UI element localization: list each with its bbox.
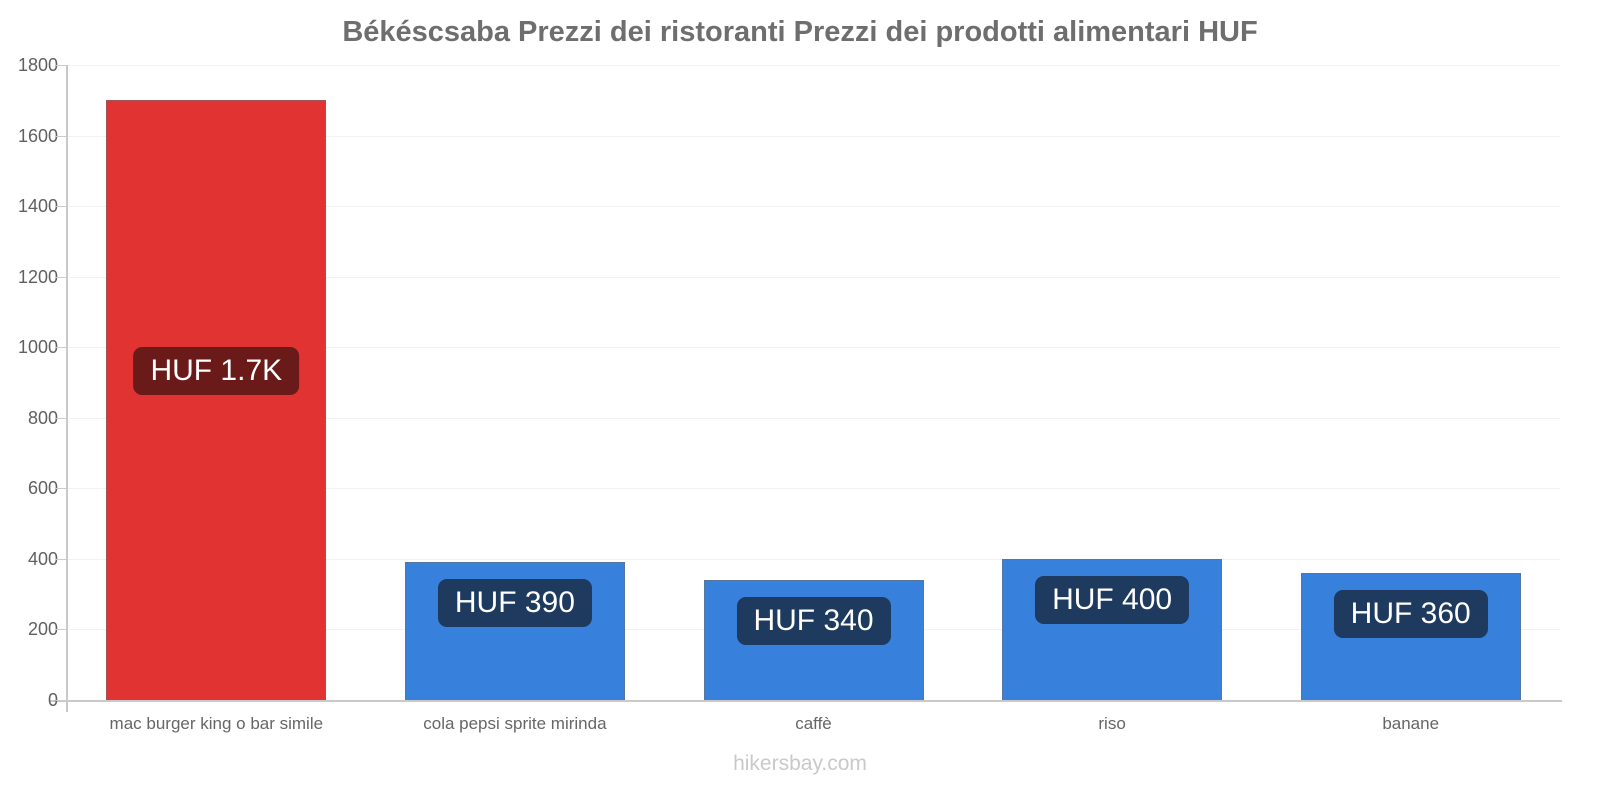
bar: HUF 360 [1300, 573, 1521, 700]
gridline [67, 347, 1560, 349]
bar-value-badge: HUF 400 [1035, 575, 1190, 624]
gridline [67, 417, 1560, 419]
gridline [67, 65, 1560, 66]
bar-value-badge: HUF 1.7K [133, 347, 300, 396]
y-tick-mark [56, 488, 66, 490]
page-title: Békéscsaba Prezzi dei ristoranti Prezzi … [342, 16, 1258, 48]
y-axis-line [66, 65, 68, 712]
y-tick-mark [56, 206, 66, 208]
y-tick-label: 200 [27, 619, 58, 640]
bar-value-badge: HUF 340 [736, 597, 891, 646]
y-tick-label: 1400 [17, 196, 58, 217]
y-tick-mark [56, 65, 66, 66]
y-tick-label: 1200 [17, 266, 58, 287]
bar: HUF 340 [703, 580, 924, 700]
y-tick-label: 400 [27, 548, 58, 569]
x-category-label: caffè [795, 714, 832, 733]
gridline [67, 206, 1560, 208]
x-category-label: riso [1098, 714, 1126, 733]
y-tick-label: 1600 [17, 125, 58, 146]
y-tick-label: 1800 [17, 55, 58, 75]
bar: HUF 400 [1002, 558, 1223, 700]
y-tick-mark [56, 629, 66, 631]
gridline [67, 135, 1560, 137]
y-tick-mark [56, 347, 66, 349]
y-tick-mark [56, 135, 66, 137]
bar: HUF 390 [404, 562, 625, 700]
gridline [67, 276, 1560, 278]
y-tick-mark [56, 700, 66, 701]
bar: HUF 1.7K [106, 100, 327, 700]
y-tick-label: 1000 [17, 337, 58, 358]
y-tick-mark [56, 276, 66, 278]
gridline [67, 488, 1560, 490]
y-tick-mark [56, 558, 66, 560]
x-axis-line [50, 700, 1562, 702]
y-tick-label: 600 [27, 478, 58, 499]
y-tick-label: 800 [27, 407, 58, 428]
x-category-label: mac burger king o bar simile [109, 714, 324, 733]
y-tick-label: 0 [47, 690, 58, 710]
gridline [67, 558, 1560, 560]
x-category-label: banane [1382, 714, 1440, 733]
bar-value-badge: HUF 390 [437, 579, 592, 628]
bar-value-badge: HUF 360 [1333, 590, 1488, 638]
plot-area: HUF 1.7K HUF 390 HUF 340 HUF 400 HUF 360 [67, 65, 1560, 700]
x-category-label: cola pepsi sprite mirinda [423, 714, 607, 733]
y-tick-mark [56, 417, 66, 419]
watermark-text: hikersbay.com [733, 752, 867, 775]
